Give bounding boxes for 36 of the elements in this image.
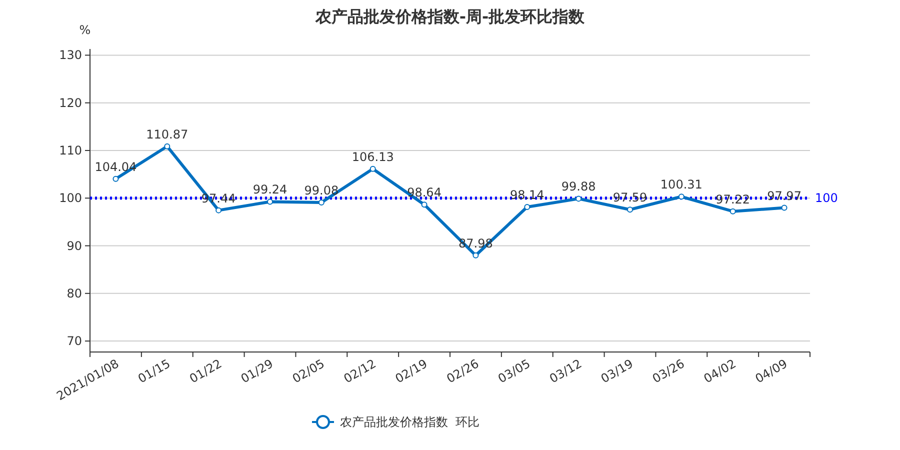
data-label: 97.59 xyxy=(612,190,648,205)
point xyxy=(267,198,273,205)
legend-label: 农产品批发价格指数 环比 xyxy=(340,415,480,429)
data-label: 98.64 xyxy=(407,186,442,200)
data-label: 100.31 xyxy=(660,178,702,192)
point xyxy=(678,194,684,200)
y-tick-label: 110 xyxy=(59,143,82,158)
y-tick-label: 80 xyxy=(66,286,82,300)
data-label: 97.97 xyxy=(767,188,802,203)
point xyxy=(421,202,428,208)
point xyxy=(370,166,376,172)
point xyxy=(627,206,633,213)
y-tick-label: 90 xyxy=(66,238,82,253)
data-label: 110.87 xyxy=(146,127,188,142)
point xyxy=(524,204,530,210)
chart-title: 农产品批发价格指数-周-批发环比指数 xyxy=(314,7,586,26)
data-label: 98.14 xyxy=(510,188,544,202)
point xyxy=(216,207,222,214)
y-tick-label: 120 xyxy=(59,96,82,110)
point xyxy=(781,204,788,211)
data-label: 99.24 xyxy=(252,182,288,197)
point xyxy=(472,252,479,258)
data-label: 99.08 xyxy=(304,184,339,198)
data-label: 106.13 xyxy=(352,150,394,164)
y-tick-label: 100 xyxy=(59,191,82,206)
point xyxy=(576,196,582,202)
data-label: 99.88 xyxy=(561,180,596,194)
y-tick-label: 130 xyxy=(59,48,82,62)
point xyxy=(112,176,119,182)
point xyxy=(730,208,736,214)
point xyxy=(164,143,170,150)
point xyxy=(318,200,324,206)
data-label: 97.22 xyxy=(716,192,750,206)
ref-line-label: 100 xyxy=(815,191,838,206)
y-axis-title: % xyxy=(79,23,91,37)
y-tick-label: 70 xyxy=(66,334,82,348)
